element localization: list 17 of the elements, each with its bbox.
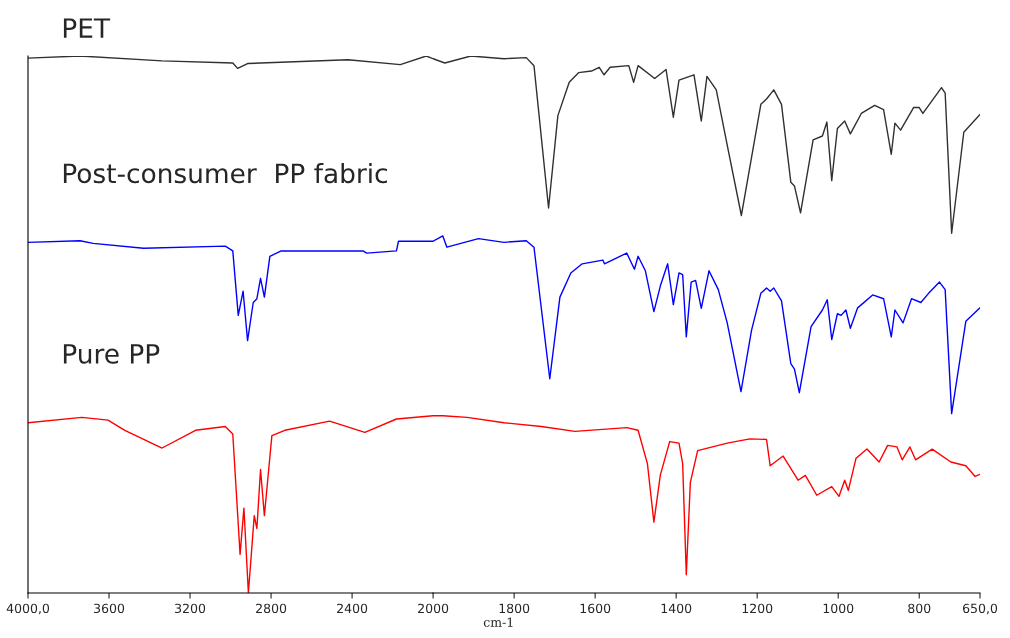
x-tick-label: 4000,0 bbox=[6, 603, 50, 615]
series-label: PET bbox=[63, 18, 111, 38]
x-tick-label: 800 bbox=[908, 603, 931, 614]
x-tick-label: 1400 bbox=[661, 603, 692, 614]
x-tick-label: 650,0 bbox=[962, 603, 998, 615]
text: Post-consumer PP fabric bbox=[63, 162, 387, 184]
x-tick-label: 1000 bbox=[823, 603, 854, 614]
x-tick-label: 1600 bbox=[580, 603, 611, 614]
x-tick-label: 3600 bbox=[94, 603, 125, 614]
x-axis-title: cm-1 bbox=[483, 617, 513, 627]
x-tick-label: 2800 bbox=[256, 603, 287, 614]
x-tick-label: 1800 bbox=[499, 603, 530, 614]
text: Pure PP bbox=[63, 344, 160, 364]
x-tick-label: 2400 bbox=[337, 603, 368, 614]
x-tick-label: 3200 bbox=[175, 603, 206, 614]
x-tick-label: 2000 bbox=[418, 603, 449, 614]
x-tick-label: 1200 bbox=[742, 603, 773, 614]
